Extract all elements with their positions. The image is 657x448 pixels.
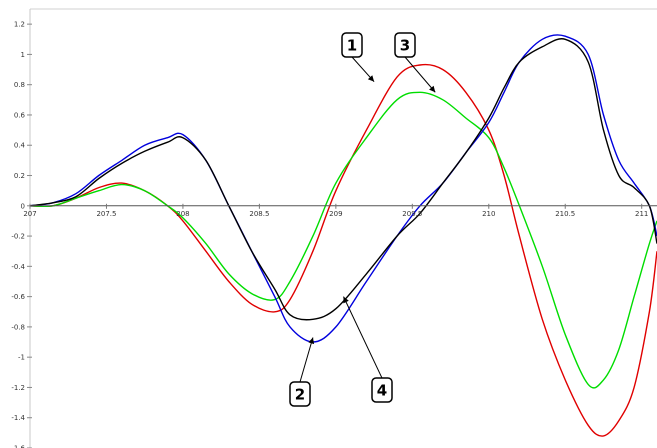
x-tick-label: 210.5 bbox=[555, 210, 575, 218]
x-tick-label: 208 bbox=[176, 210, 189, 218]
y-tick-label: -0.4 bbox=[11, 263, 25, 271]
callout-arrowhead-2 bbox=[308, 337, 315, 345]
y-tick-label: -0.8 bbox=[11, 323, 25, 331]
y-tick-label: 1.2 bbox=[14, 21, 25, 29]
y-tick-label: -0.6 bbox=[11, 293, 25, 301]
y-tick-label: -1 bbox=[18, 354, 25, 362]
callout-box-1 bbox=[341, 32, 363, 58]
series-line-4 bbox=[29, 38, 657, 321]
callout-arrowhead-3 bbox=[429, 85, 436, 93]
series-group bbox=[29, 34, 657, 437]
series-line-2 bbox=[29, 91, 657, 389]
x-axis-ticks: 207 207.5 208 208.5 209 209.5 210 210.5 211 bbox=[23, 203, 648, 218]
callout-label-4: 4 bbox=[377, 382, 387, 400]
callout-box-2 bbox=[289, 381, 311, 407]
y-tick-label: 0.4 bbox=[14, 142, 26, 150]
y-tick-label: -1.2 bbox=[11, 384, 25, 392]
callout-leader-3 bbox=[404, 56, 436, 93]
annotation-group: 1 3 2 4 bbox=[289, 32, 436, 407]
y-axis-ticks: 1.2 1 0.8 0.6 0.4 0.2 0 -0.2 -0.4 -0.6 -0.8 -1 -1.2 -… bbox=[11, 21, 32, 448]
x-tick-label: 207 bbox=[23, 210, 36, 218]
series-line-1 bbox=[29, 63, 657, 437]
y-tick-label: 0.8 bbox=[14, 81, 25, 89]
y-tick-label: -1.4 bbox=[11, 414, 25, 422]
callout-label-2: 2 bbox=[295, 386, 305, 404]
callout-label-3: 3 bbox=[400, 37, 410, 55]
y-tick-label: 0.2 bbox=[14, 172, 25, 180]
y-tick-label: -1.6 bbox=[11, 445, 25, 448]
callout-box-4 bbox=[371, 377, 393, 403]
callout-arrowhead-4 bbox=[343, 296, 349, 304]
y-tick-label: 0.6 bbox=[14, 111, 26, 119]
callout-arrowhead-1 bbox=[367, 75, 375, 82]
callout-leader-2 bbox=[299, 337, 314, 383]
callout-box-3 bbox=[394, 32, 416, 58]
y-tick-label: -0.2 bbox=[11, 233, 25, 241]
x-tick-label: 211 bbox=[635, 210, 648, 218]
x-tick-label: 209.5 bbox=[402, 210, 422, 218]
callout-leader-4 bbox=[343, 296, 383, 379]
x-tick-label: 208.5 bbox=[249, 210, 269, 218]
callout-label-1: 1 bbox=[347, 37, 357, 55]
y-tick-label: 0 bbox=[21, 202, 25, 210]
x-tick-label: 210 bbox=[482, 210, 495, 218]
y-tick-label: 1 bbox=[21, 51, 25, 59]
series-line-3 bbox=[29, 34, 657, 343]
x-tick-label: 207.5 bbox=[96, 210, 116, 218]
x-tick-label: 209 bbox=[329, 210, 342, 218]
